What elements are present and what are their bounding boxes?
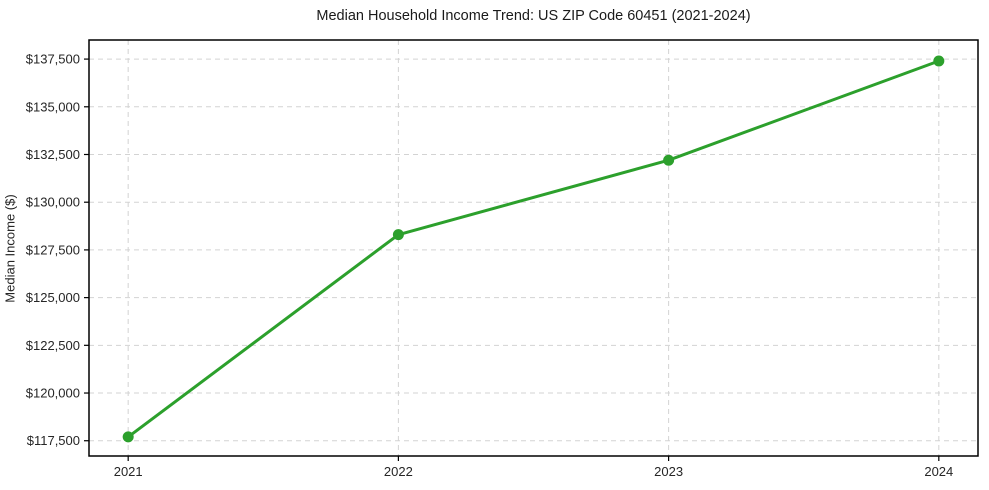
data-point-2021 bbox=[122, 431, 134, 443]
x-tick-label: 2022 bbox=[384, 464, 413, 479]
y-tick-label: $117,500 bbox=[27, 433, 80, 448]
y-tick-label: $122,500 bbox=[26, 338, 80, 353]
y-tick-label: $130,000 bbox=[26, 195, 80, 210]
data-point-2024 bbox=[933, 55, 945, 67]
y-tick-label: $120,000 bbox=[26, 386, 80, 401]
data-point-2022 bbox=[392, 229, 404, 241]
x-tick-label: 2023 bbox=[654, 464, 683, 479]
x-tick-label: 2021 bbox=[114, 464, 143, 479]
y-tick-label: $137,500 bbox=[26, 52, 80, 67]
y-tick-label: $135,000 bbox=[26, 99, 80, 114]
data-point-2023 bbox=[663, 154, 675, 166]
y-tick-label: $127,500 bbox=[26, 242, 80, 257]
chart-title: Median Household Income Trend: US ZIP Co… bbox=[316, 8, 751, 24]
x-tick-label: 2024 bbox=[924, 464, 953, 479]
trend-line bbox=[126, 59, 941, 439]
plot-border bbox=[88, 39, 979, 457]
y-tick-label: $132,500 bbox=[26, 147, 80, 162]
y-tick-label: $125,000 bbox=[26, 290, 80, 305]
